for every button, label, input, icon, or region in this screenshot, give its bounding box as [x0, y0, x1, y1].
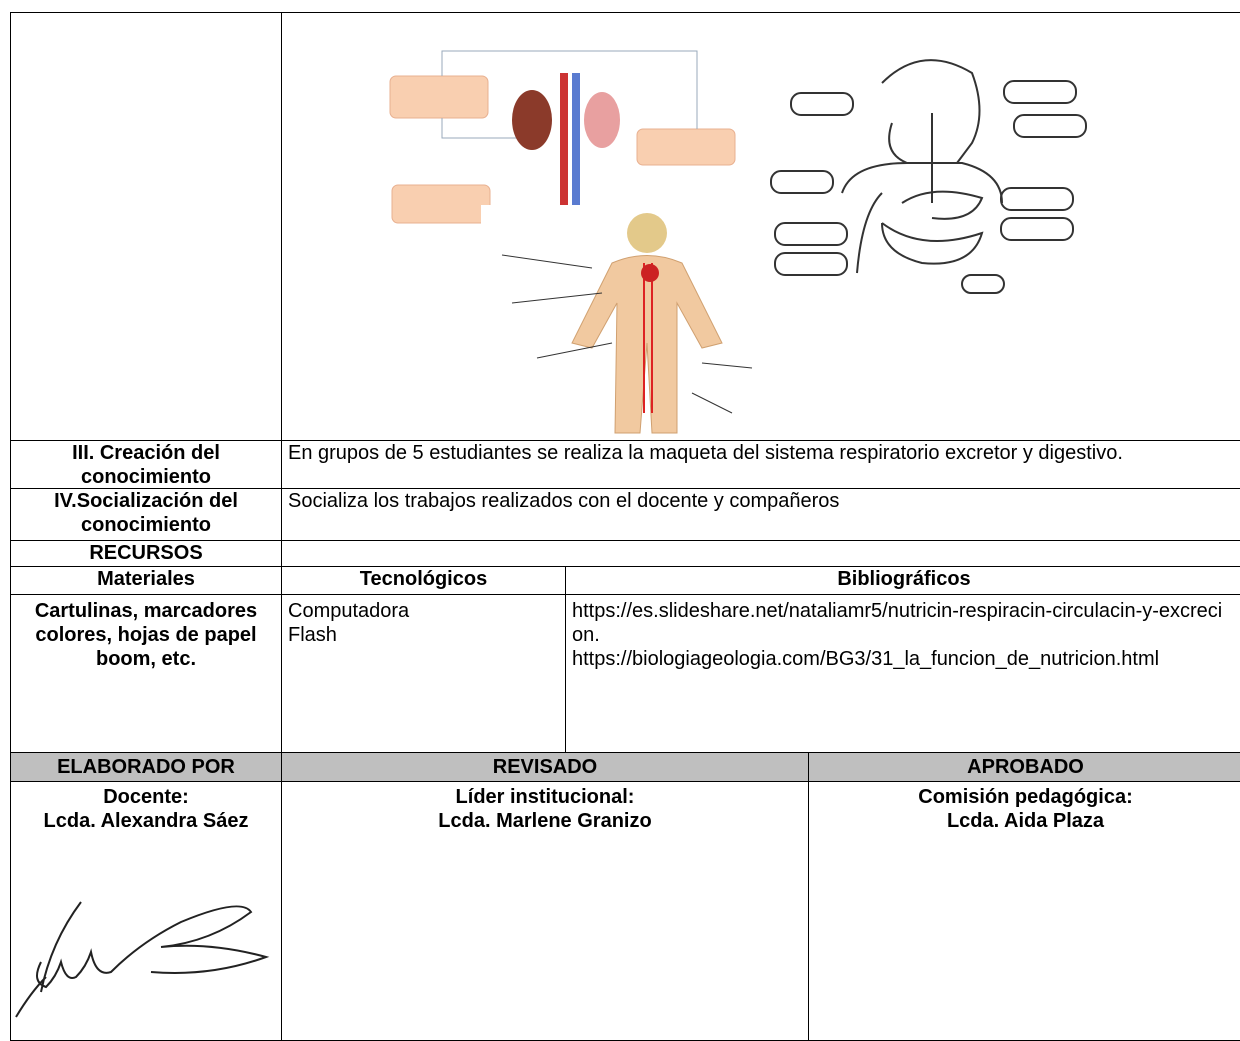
resources-title: RECURSOS	[10, 540, 282, 567]
kidney-diagram	[389, 50, 736, 273]
row-text: Socializa los trabajos realizados con el…	[281, 488, 1240, 541]
approval-header: REVISADO	[281, 752, 809, 782]
signature	[15, 901, 270, 1018]
cell	[281, 540, 1240, 567]
circulatory-diagram	[481, 205, 771, 440]
person-name: Lcda. Marlene Granizo	[438, 810, 652, 832]
diagrams	[389, 50, 1087, 440]
person: Docente: Lcda. Alexandra Sáez	[10, 781, 282, 1041]
person-role: Comisión pedagógica:	[918, 786, 1133, 808]
tech-item: Computadora	[288, 600, 410, 622]
image-cell	[281, 12, 1240, 441]
digestive-diagram	[770, 59, 1087, 294]
materials: Cartulinas, marcadores colores, hojas de…	[10, 594, 282, 753]
row-label: III. Creación del conocimiento	[10, 440, 282, 489]
column-header: Tecnológicos	[281, 566, 566, 595]
bib-item: https://es.slideshare.net/nataliamr5/nut…	[572, 600, 1223, 646]
column-header: Materiales	[10, 566, 282, 595]
cell	[10, 12, 282, 441]
row-label: IV.Socialización del conocimiento	[10, 488, 282, 541]
tech-item: Flash	[288, 624, 337, 646]
person-name: Lcda. Alexandra Sáez	[43, 810, 249, 832]
person: Líder institucional: Lcda. Marlene Grani…	[281, 781, 809, 1041]
approval-header: ELABORADO POR	[10, 752, 282, 782]
row-text: En grupos de 5 estudiantes se realiza la…	[281, 440, 1240, 489]
bib-item: https://biologiageologia.com/BG3/31_la_f…	[572, 648, 1160, 670]
person: Comisión pedagógica: Lcda. Aida Plaza	[808, 781, 1240, 1041]
column-header: Bibliográficos	[565, 566, 1240, 595]
approval-header: APROBADO	[808, 752, 1240, 782]
bibliographic: https://es.slideshare.net/nataliamr5/nut…	[565, 594, 1240, 753]
person-role: Docente:	[103, 786, 189, 808]
person-name: Lcda. Aida Plaza	[946, 810, 1105, 832]
technological: Computadora Flash	[281, 594, 566, 753]
person-role: Líder institucional:	[455, 786, 635, 808]
